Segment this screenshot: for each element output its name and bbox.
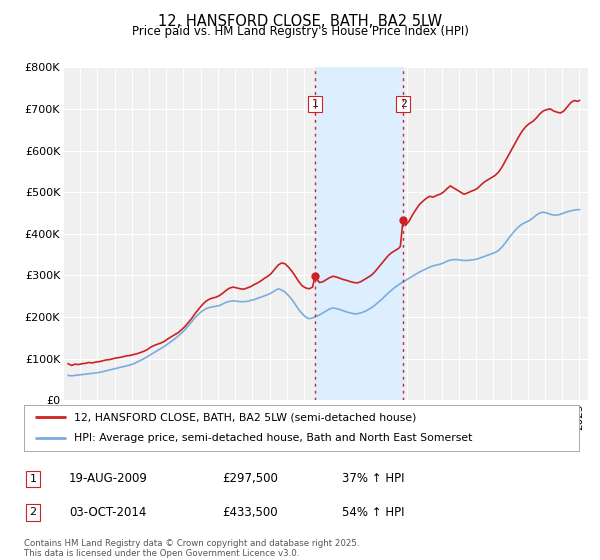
Text: Price paid vs. HM Land Registry's House Price Index (HPI): Price paid vs. HM Land Registry's House … bbox=[131, 25, 469, 38]
Text: Contains HM Land Registry data © Crown copyright and database right 2025.
This d: Contains HM Land Registry data © Crown c… bbox=[24, 539, 359, 558]
Text: 2: 2 bbox=[400, 99, 406, 109]
Text: 2: 2 bbox=[29, 507, 37, 517]
Text: 1: 1 bbox=[311, 99, 318, 109]
Text: HPI: Average price, semi-detached house, Bath and North East Somerset: HPI: Average price, semi-detached house,… bbox=[74, 433, 472, 444]
Text: 37% ↑ HPI: 37% ↑ HPI bbox=[342, 472, 404, 486]
Text: 19-AUG-2009: 19-AUG-2009 bbox=[69, 472, 148, 486]
Text: £297,500: £297,500 bbox=[222, 472, 278, 486]
Bar bbox=[315, 67, 403, 400]
Text: 1: 1 bbox=[29, 474, 37, 484]
Text: 54% ↑ HPI: 54% ↑ HPI bbox=[342, 506, 404, 519]
Text: 12, HANSFORD CLOSE, BATH, BA2 5LW: 12, HANSFORD CLOSE, BATH, BA2 5LW bbox=[158, 14, 442, 29]
Text: 03-OCT-2014: 03-OCT-2014 bbox=[69, 506, 146, 519]
Text: £433,500: £433,500 bbox=[222, 506, 278, 519]
Text: 12, HANSFORD CLOSE, BATH, BA2 5LW (semi-detached house): 12, HANSFORD CLOSE, BATH, BA2 5LW (semi-… bbox=[74, 412, 416, 422]
